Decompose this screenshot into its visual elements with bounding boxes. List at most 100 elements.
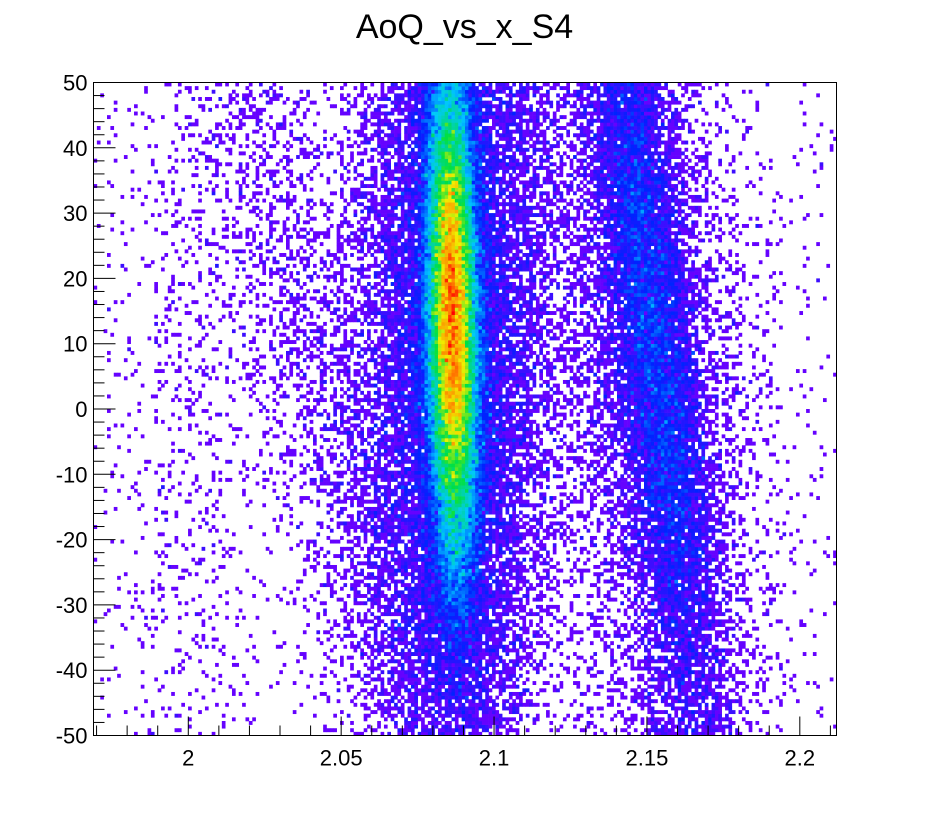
heatmap-cell <box>221 514 226 519</box>
heatmap-cell <box>684 597 689 602</box>
heatmap-cell <box>589 583 594 588</box>
heatmap-cell <box>451 608 456 613</box>
heatmap-cell <box>383 699 388 704</box>
heatmap-cell <box>218 594 223 598</box>
heatmap-cell <box>583 691 587 696</box>
heatmap-cell <box>660 655 665 660</box>
heatmap-cell <box>441 532 446 537</box>
heatmap-cell <box>458 612 462 617</box>
heatmap-cell <box>461 688 466 693</box>
heatmap-cell <box>356 561 361 566</box>
heatmap-cell <box>377 604 381 609</box>
heatmap-cell <box>718 652 722 656</box>
heatmap-cell <box>400 666 405 671</box>
heatmap-cell <box>481 532 486 537</box>
heatmap-cell <box>660 564 665 569</box>
heatmap-cell <box>410 517 415 522</box>
heatmap-cell <box>93 525 98 530</box>
heatmap-cell <box>657 659 662 664</box>
heatmap-cell <box>292 710 297 715</box>
heatmap-cell <box>211 626 216 631</box>
heatmap-cell <box>674 699 679 704</box>
heatmap-cell <box>400 641 405 646</box>
heatmap-cell <box>410 601 415 606</box>
heatmap-cell <box>373 655 378 660</box>
heatmap-cell <box>340 720 344 725</box>
heatmap-cell <box>424 597 429 602</box>
heatmap-cell <box>107 608 111 613</box>
heatmap-cell <box>221 720 226 725</box>
heatmap-cell <box>431 626 435 631</box>
heatmap-cell <box>225 550 229 555</box>
heatmap-cell <box>657 710 662 715</box>
heatmap-cell <box>373 525 378 530</box>
heatmap-cell <box>691 695 695 700</box>
heatmap-cell <box>380 604 385 609</box>
heatmap-cell <box>728 568 733 573</box>
heatmap-cell <box>674 677 679 682</box>
heatmap-cell <box>367 644 371 649</box>
heatmap-cell <box>735 623 739 627</box>
heatmap-cell <box>556 521 560 526</box>
heatmap-cell <box>387 543 391 548</box>
heatmap-cell <box>677 514 682 519</box>
heatmap-cell <box>181 666 185 671</box>
heatmap-cell <box>677 641 682 646</box>
heatmap-cell <box>468 710 473 715</box>
heatmap-cell <box>687 517 692 522</box>
heatmap-cell <box>468 579 473 584</box>
heatmap-cell <box>762 670 766 675</box>
heatmap-cell <box>505 528 510 533</box>
heatmap-cell <box>424 572 429 577</box>
heatmap-cell <box>475 615 479 620</box>
heatmap-cell <box>505 579 510 584</box>
heatmap-cell <box>329 633 334 638</box>
heatmap-cell <box>681 550 685 555</box>
heatmap-cell <box>441 612 446 617</box>
heatmap-cell <box>461 557 466 562</box>
heatmap-cell <box>802 652 807 656</box>
heatmap-cell <box>616 572 621 577</box>
heatmap-cell <box>495 630 500 635</box>
heatmap-cell <box>529 546 533 551</box>
heatmap-cell <box>495 590 500 595</box>
heatmap-cell <box>380 594 385 598</box>
heatmap-cell <box>478 550 483 555</box>
heatmap-cell <box>606 568 611 573</box>
heatmap-cell <box>714 517 719 522</box>
heatmap-cell <box>671 604 675 609</box>
heatmap-cell <box>444 575 449 580</box>
heatmap-cell <box>684 626 689 631</box>
heatmap-cell <box>238 608 243 613</box>
heatmap-cell <box>485 575 489 580</box>
heatmap-cell <box>512 710 516 715</box>
heatmap-cell <box>434 720 439 725</box>
heatmap-cell <box>346 594 351 598</box>
heatmap-cell <box>566 579 570 584</box>
heatmap-cell <box>650 608 655 613</box>
heatmap-cell <box>664 597 668 602</box>
heatmap-cell <box>465 720 469 725</box>
heatmap-cell <box>373 539 378 544</box>
heatmap-cell <box>326 525 331 530</box>
heatmap-cell <box>478 673 483 678</box>
heatmap-cell <box>704 539 709 544</box>
heatmap-cell <box>535 554 540 559</box>
heatmap-cell <box>390 612 395 617</box>
heatmap-cell <box>400 652 405 656</box>
heatmap-cell <box>444 633 449 638</box>
heatmap-cell <box>698 608 702 613</box>
heatmap-cell <box>576 594 581 598</box>
heatmap-cell <box>481 554 486 559</box>
heatmap-cell <box>637 702 641 707</box>
heatmap-cell <box>424 724 429 729</box>
heatmap-cell <box>488 535 493 540</box>
heatmap-cell <box>211 568 216 573</box>
heatmap-cell <box>488 525 493 530</box>
heatmap-cell <box>708 623 712 627</box>
heatmap-cell <box>667 720 672 725</box>
heatmap-cell <box>660 681 665 686</box>
heatmap-cell <box>681 572 685 577</box>
heatmap-cell <box>762 644 766 649</box>
heatmap-cell <box>647 543 652 548</box>
